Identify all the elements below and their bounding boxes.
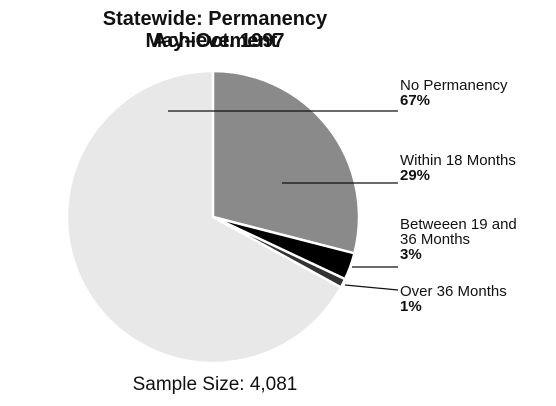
value-label: 67% [400,92,431,109]
pie-slice [211,69,361,255]
leader-line [344,284,399,291]
pie-slice [65,69,343,365]
value-label: 1% [400,298,422,315]
category-label: No Permanency [400,77,508,94]
slice-label: No Permanency 67% [400,78,528,108]
value-label: 29% [400,167,431,184]
chart-title: Statewide: Permanency Achievement [102,8,328,52]
slice-label: Within 18 Months 29% [400,153,528,183]
slice-label: Over 36 Months 1% [400,284,528,314]
value-label: 3% [400,246,422,263]
slice-label: Betweeen 19 and 36 Months 3% [400,217,528,262]
category-label: Betweeen 19 and 36 Months [400,216,517,248]
annotation: Sample Size: 4,081 [132,374,298,395]
chart-subtitle: May–Oct. 1997 [145,30,285,52]
pie-slice [211,215,347,289]
category-label: Over 36 Months [400,283,507,300]
category-label: Within 18 Months [400,152,516,169]
